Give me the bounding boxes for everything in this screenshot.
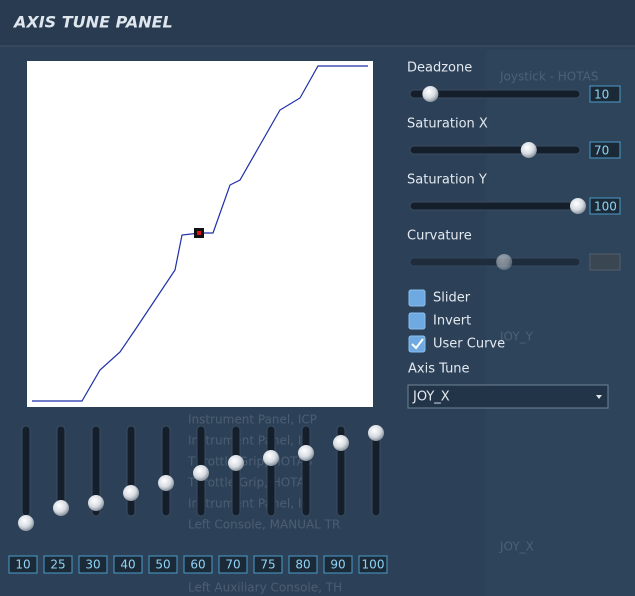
checkmark (411, 338, 424, 350)
ghost-text: JOY_X (499, 540, 534, 554)
ghost-panel (486, 50, 635, 596)
background-list: Joystick - HOTAS JOY_Y JOY_X Instrument Pan… (187, 70, 598, 595)
slider-knob[interactable] (496, 254, 513, 270)
dropdown-value: JOY_X (412, 390, 450, 405)
vertical-knob[interactable] (158, 475, 174, 491)
curve-cursor-dot (197, 231, 201, 235)
vertical-track[interactable] (126, 425, 136, 517)
curve-sliders: 10 25 30 40 50 60 70 75 80 90 100 (8, 425, 388, 574)
slider-label: Deadzone (407, 61, 472, 76)
slider-track[interactable] (409, 257, 581, 267)
ghost-text: Joystick - HOTAS (499, 70, 598, 84)
slider-track[interactable] (409, 145, 581, 155)
ghost-text: Left Auxiliary Console, TH (188, 581, 342, 595)
vertical-knob[interactable] (333, 435, 349, 451)
value-box[interactable] (78, 555, 108, 574)
vertical-track[interactable] (161, 425, 171, 517)
dropdown-label: Axis Tune (408, 362, 470, 377)
value-box[interactable] (183, 555, 213, 574)
point-value: 50 (155, 558, 170, 572)
point-value: 10 (15, 558, 30, 572)
checkbox[interactable] (408, 335, 426, 353)
value-box[interactable] (148, 555, 178, 574)
value-box[interactable] (43, 555, 73, 574)
value-box[interactable] (288, 555, 318, 574)
point-value: 60 (190, 558, 205, 572)
slider-value: 100 (594, 200, 617, 214)
value-box[interactable] (358, 555, 388, 574)
slider-track[interactable] (409, 89, 581, 99)
vertical-track[interactable] (301, 425, 311, 517)
value-box[interactable] (323, 555, 353, 574)
slider-knob[interactable] (422, 86, 439, 102)
point-value: 25 (50, 558, 65, 572)
vertical-knob[interactable] (88, 495, 104, 511)
ghost-text: Throttle Grip, HOTA (187, 476, 306, 490)
vertical-knob[interactable] (368, 425, 384, 441)
vertical-knob[interactable] (123, 485, 139, 501)
checkbox[interactable] (408, 312, 426, 330)
vertical-track[interactable] (21, 425, 31, 517)
value-box[interactable] (8, 555, 38, 574)
slider-value: 10 (594, 88, 609, 102)
point-value: 75 (260, 558, 275, 572)
slider-track[interactable] (409, 201, 581, 211)
dropdown[interactable] (407, 384, 609, 409)
checkbox-label: Invert (433, 314, 471, 329)
dropdown-arrow (596, 395, 602, 399)
vertical-knob[interactable] (298, 445, 314, 461)
ghost-text: Instrument Panel, ICP (188, 413, 317, 427)
checkbox-label: Slider (433, 291, 471, 306)
ghost-text: JOY_Y (499, 330, 534, 344)
vertical-knob[interactable] (53, 500, 69, 516)
vertical-knob[interactable] (263, 450, 279, 466)
vertical-knob[interactable] (193, 465, 209, 481)
vertical-track[interactable] (91, 425, 101, 517)
vertical-knob[interactable] (228, 455, 244, 471)
value-box[interactable] (218, 555, 248, 574)
point-value: 70 (225, 558, 240, 572)
checkbox[interactable] (408, 289, 426, 307)
point-value: 40 (120, 558, 135, 572)
checkbox-label: User Curve (433, 337, 505, 352)
title: AXIS TUNE PANEL (12, 13, 173, 32)
slider-label: Saturation X (407, 117, 488, 132)
ghost-text: Throttle Grip, HOTAS (187, 455, 312, 469)
ghost-text: Left Console, MANUAL TR (188, 518, 340, 532)
point-value: 30 (85, 558, 100, 572)
value-box[interactable] (253, 555, 283, 574)
point-value: 100 (362, 558, 385, 572)
slider-value: 70 (594, 144, 609, 158)
vertical-track[interactable] (266, 425, 276, 517)
ghost-text: Instrument Panel, IC (188, 497, 310, 511)
point-value: 80 (295, 558, 310, 572)
vertical-knob[interactable] (18, 515, 34, 531)
point-value: 90 (330, 558, 345, 572)
title-bar (0, 0, 635, 46)
value-box[interactable] (589, 141, 621, 159)
slider-knob[interactable] (570, 198, 586, 214)
slider-label: Curvature (407, 229, 472, 244)
value-box[interactable] (589, 253, 621, 271)
value-box[interactable] (113, 555, 143, 574)
value-box[interactable] (589, 197, 621, 215)
value-box[interactable] (589, 85, 621, 103)
slider-knob[interactable] (520, 142, 537, 158)
settings: Deadzone 10 Saturation X 70 Saturation Y 100 C… (407, 61, 621, 409)
slider-label: Saturation Y (407, 173, 487, 188)
